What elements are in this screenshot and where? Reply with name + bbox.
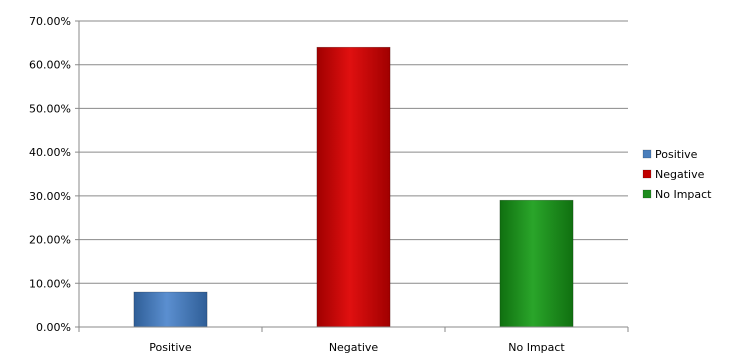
legend-swatch [642, 149, 652, 159]
legend-label: Negative [655, 168, 705, 181]
x-axis-category-labels: Positive Negative No Impact [149, 341, 565, 354]
legend-swatch [642, 169, 652, 179]
legend-label: Positive [655, 148, 698, 161]
y-tick-label: 60.00% [29, 59, 71, 72]
x-category-label: Positive [149, 341, 192, 354]
bar-no-impact [499, 199, 574, 328]
y-tick-label: 0.00% [36, 321, 71, 334]
y-tick-label: 20.00% [29, 234, 71, 247]
y-tick-label: 10.00% [29, 277, 71, 290]
legend-label: No Impact [655, 188, 712, 201]
y-tick-label: 50.00% [29, 102, 71, 115]
x-category-label: No Impact [508, 341, 565, 354]
x-category-label: Negative [329, 341, 379, 354]
legend: Positive Negative No Impact [642, 148, 712, 201]
bar-negative [316, 46, 391, 328]
y-tick-label: 70.00% [29, 15, 71, 28]
y-tick-label: 40.00% [29, 146, 71, 159]
legend-swatch [642, 189, 652, 199]
bar-positive [133, 291, 208, 328]
y-tick-label: 30.00% [29, 190, 71, 203]
y-axis-tick-labels: 0.00% 10.00% 20.00% 30.00% 40.00% 50.00% 60.00… [29, 15, 71, 334]
axes [78, 21, 629, 332]
bars [133, 46, 574, 328]
